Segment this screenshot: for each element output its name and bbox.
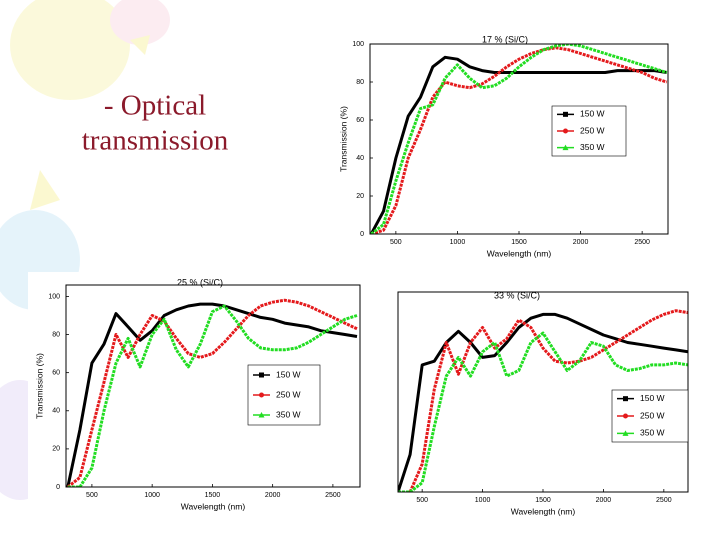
y-tick-label: 20 xyxy=(52,446,60,453)
plot-frame xyxy=(65,284,361,488)
y-axis-label: Transmission (%) xyxy=(338,106,348,172)
x-axis-label: Wavelength (nm) xyxy=(487,248,552,258)
y-tick-label: 60 xyxy=(356,117,364,124)
series-line xyxy=(66,298,358,487)
legend-marker xyxy=(623,396,628,402)
x-axis-label: Wavelength (nm) xyxy=(181,501,246,511)
x-tick-label: 500 xyxy=(390,239,402,246)
balloon xyxy=(110,0,170,45)
chart-title: 33 % (Si/C) xyxy=(494,290,540,300)
legend-marker xyxy=(563,128,568,134)
legend-marker xyxy=(259,392,264,398)
y-axis-label: Transmission (%) xyxy=(34,353,44,419)
series-group xyxy=(66,298,358,487)
slide-title: transmission xyxy=(82,125,229,157)
chart-title: 17 % (Si/C) xyxy=(482,34,528,44)
balloon xyxy=(10,0,130,100)
x-tick-label: 1500 xyxy=(511,239,527,246)
y-tick-label: 60 xyxy=(52,370,60,377)
y-tick-label: 40 xyxy=(356,155,364,162)
x-tick-label: 2000 xyxy=(265,492,281,499)
legend-label: 250 W xyxy=(276,389,301,399)
x-tick-label: 500 xyxy=(86,492,98,499)
legend-marker xyxy=(258,412,265,418)
legend-label: 150 W xyxy=(580,109,605,119)
legend-label: 250 W xyxy=(580,125,605,135)
y-tick-label: 80 xyxy=(52,331,60,338)
series-line xyxy=(398,331,688,492)
series-line xyxy=(370,55,668,234)
legend-label: 350 W xyxy=(640,428,665,438)
y-tick-label: 0 xyxy=(56,484,60,491)
series-group xyxy=(370,44,668,234)
y-tick-label: 100 xyxy=(48,293,60,300)
confetti xyxy=(30,170,60,210)
legend-marker xyxy=(563,111,568,117)
y-tick-label: 20 xyxy=(356,193,364,200)
x-tick-label: 2500 xyxy=(325,492,341,499)
x-tick-label: 2000 xyxy=(596,497,612,504)
x-axis-label: Wavelength (nm) xyxy=(511,506,576,516)
legend-label: 150 W xyxy=(640,393,665,403)
series-line xyxy=(66,302,358,487)
legend-marker xyxy=(562,144,569,151)
x-tick-label: 2500 xyxy=(634,239,650,246)
x-tick-label: 500 xyxy=(416,497,428,504)
confetti xyxy=(130,35,150,55)
legend-marker xyxy=(259,372,264,378)
series-line xyxy=(370,44,668,234)
x-tick-label: 1000 xyxy=(144,492,160,499)
legend-label: 350 W xyxy=(580,142,605,152)
x-tick-label: 1500 xyxy=(535,497,551,504)
x-tick-label: 2000 xyxy=(573,239,589,246)
chart-title: 25 % (Si/C) xyxy=(177,277,223,287)
legend-label: 350 W xyxy=(276,409,301,419)
series-line xyxy=(67,304,358,487)
y-tick-label: 100 xyxy=(352,41,364,48)
legend-marker xyxy=(622,430,629,436)
x-tick-label: 1000 xyxy=(475,497,491,504)
chart: 500 1000 1500 2000 2500 0 20 40 60 80 100 25 % (Si/… xyxy=(28,272,362,525)
legend-label: 250 W xyxy=(640,410,665,420)
legend-label: 150 W xyxy=(276,369,301,379)
chart: 500 1000 1500 2000 2500 0 20 40 60 80 100 17 % (Si/… xyxy=(335,25,672,268)
series-line xyxy=(370,46,668,234)
x-tick-label: 1500 xyxy=(205,492,221,499)
y-tick-label: 40 xyxy=(52,408,60,415)
x-tick-label: 1000 xyxy=(450,239,466,246)
slide-title: - Optical xyxy=(104,90,206,122)
y-tick-label: 0 xyxy=(360,231,364,238)
series-line xyxy=(398,309,688,492)
y-tick-label: 80 xyxy=(356,79,364,86)
legend-marker xyxy=(623,413,628,419)
plot-frame xyxy=(369,43,669,235)
chart: 500 1000 1500 2000 2500 33 % (Si/C) Wavelength… xyxy=(385,280,690,530)
series-group xyxy=(398,309,688,492)
x-tick-label: 2500 xyxy=(656,497,672,504)
